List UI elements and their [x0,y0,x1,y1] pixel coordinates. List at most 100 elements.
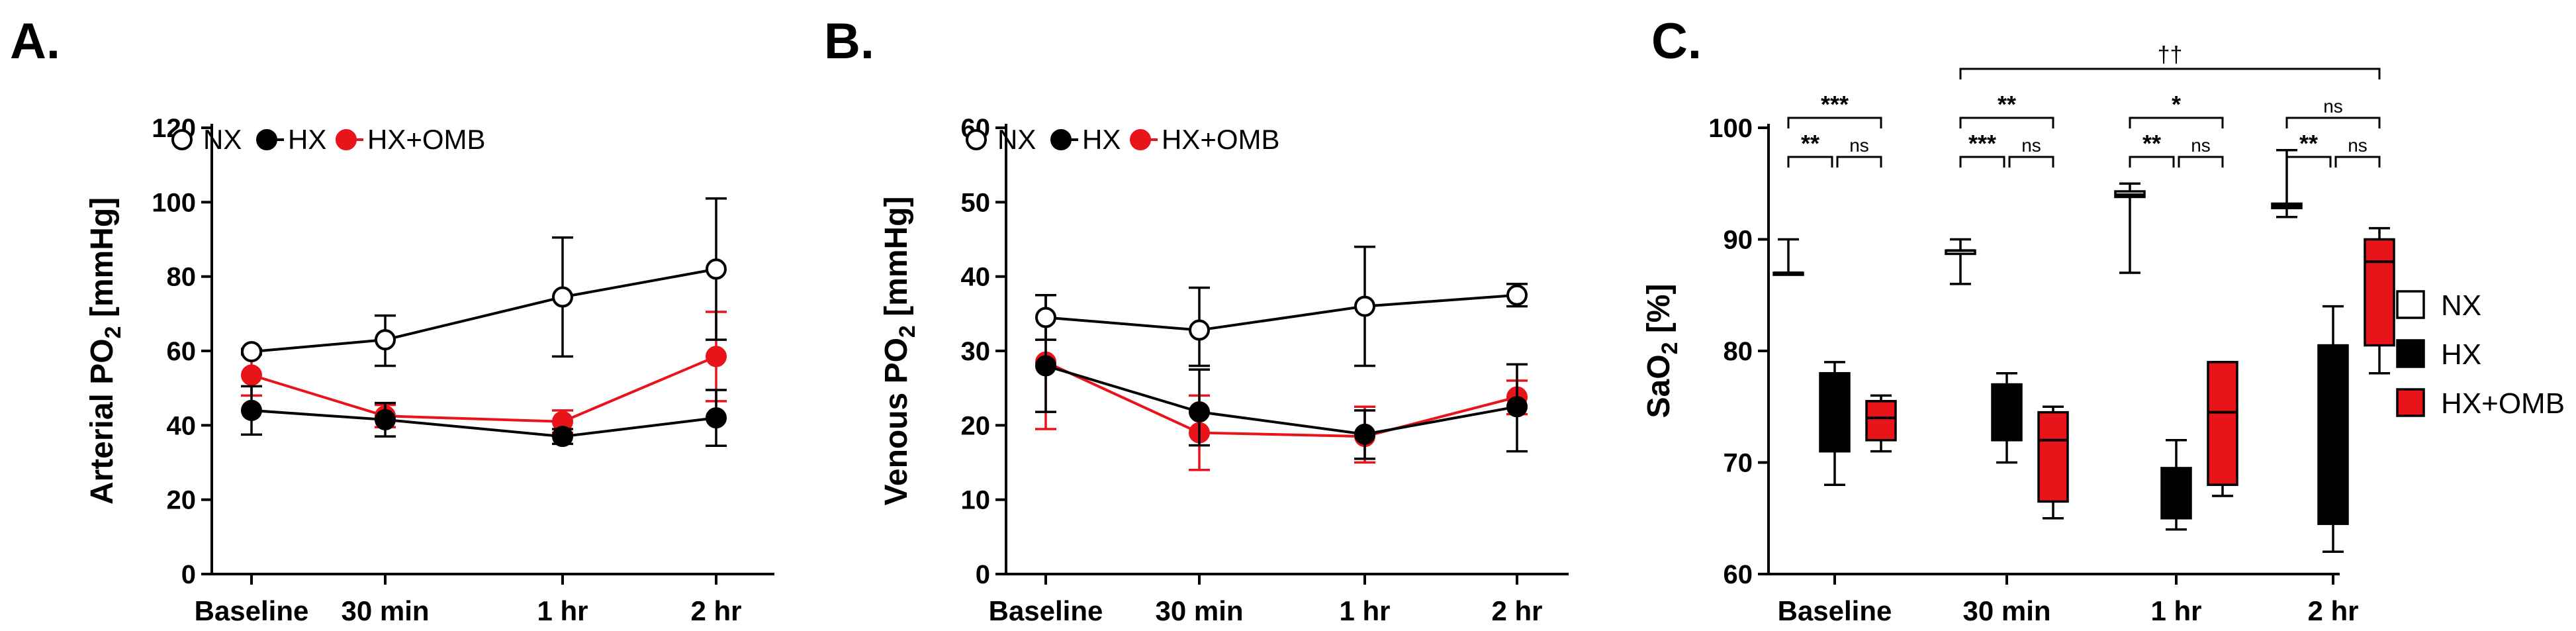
significance-label: ns [2191,135,2211,156]
legend-swatch [2396,339,2425,368]
series-hx [241,385,727,448]
y-tick-label: 80 [1724,337,1753,366]
box-group [1772,238,1897,486]
significance-label: ns [2348,135,2368,156]
legend-label: NX [203,124,242,155]
y-tick-label: 10 [961,486,991,515]
y-tick-label: 20 [961,411,991,440]
sao2-box-chart: 60 70 80 90 100 Baseline 30 min 1 hr 2 hr SaO2 [%… [1641,42,2565,626]
data-point [1506,284,1528,306]
significance-bracket [2129,156,2175,168]
significance-label: ** [2299,130,2318,157]
legend-label: NX [2441,289,2481,322]
series-line [1045,364,1518,436]
y-tick-label: 60 [167,337,197,366]
panel-label-b: B. [824,13,874,70]
y-tick-label: 0 [181,560,196,589]
significance-label: * [2172,91,2181,118]
significance-bracket [1836,156,1882,168]
x-tick-label: Baseline [1778,595,1892,626]
x-tick-label: 1 hr [1339,595,1390,626]
box-hx [1819,371,1851,453]
legend: NX HX HX+OMB [966,124,1280,155]
significance-label: ** [1801,130,1819,157]
legend-label: HX+OMB [367,124,486,155]
box-group [2271,148,2395,554]
data-point [1506,396,1528,418]
legend-marker [171,129,193,150]
top-bracket [1959,68,2381,79]
box-hx [2317,344,2349,525]
legend-swatch [2396,290,2425,319]
data-point [706,258,727,280]
x-tick-label: 1 hr [537,595,588,626]
series-line [251,355,717,423]
legend-label: HX [1082,124,1121,155]
series-nx [1035,245,1528,367]
y-axis-label: Venous PO2 [mmHg] [879,197,920,506]
y-tick-label: 40 [961,263,991,292]
y-tick-label: 60 [1724,560,1753,589]
box-hx [2160,467,2192,520]
y-tick-label: 40 [167,411,197,440]
series-hx [1035,294,1528,460]
y-tick-label: 70 [1724,449,1753,478]
x-tick-label: Baseline [195,595,309,626]
significance-label: *** [1821,91,1849,118]
box-group [1945,238,2069,520]
data-point [1354,295,1375,317]
significance-label: ns [2323,96,2343,117]
box-hx-omb [2207,361,2238,486]
x-tick-label: 1 hr [2150,595,2201,626]
significance-bracket [2285,156,2332,168]
significance-label: ** [1998,91,2016,118]
data-point [1035,307,1056,328]
legend-marker [966,129,987,150]
box-group [2114,182,2238,531]
series-line [1045,293,1518,332]
significance-bracket [2285,117,2381,128]
legend-marker [256,129,277,150]
data-point [1354,423,1375,445]
significance-bracket [1787,117,1882,128]
significance-bracket [2129,117,2224,128]
legend-marker [1130,129,1151,150]
y-tick-label: 100 [1708,114,1753,143]
data-point [706,407,727,429]
data-point [552,286,573,308]
x-tick-label: 30 min [341,595,429,626]
data-point [241,341,262,363]
significance-bracket [1959,156,2005,168]
data-point [706,346,727,367]
legend-label: NX [997,124,1036,155]
y-axis-label: SaO2 [%] [1641,284,1682,418]
significance-label: *** [1968,130,1996,157]
data-point [1189,401,1210,423]
data-point [1035,355,1056,377]
x-tick-label: 2 hr [2307,595,2358,626]
y-tick-label: 80 [167,263,197,292]
significance-label: ns [2021,135,2041,156]
y-tick-label: 0 [976,560,990,589]
box-hx [1991,383,2023,442]
significance-bracket [1787,156,1833,168]
legend-marker [336,129,357,150]
legend-label: HX [2441,338,2481,371]
series-line [251,409,717,438]
data-point [375,409,396,430]
x-tick-label: 30 min [1962,595,2050,626]
legend-swatch [2396,388,2425,417]
significance-bracket [2178,156,2224,168]
legend-label: HX+OMB [1162,124,1280,155]
data-point [1189,319,1210,341]
data-point [375,329,396,351]
panel-label-a: A. [10,13,60,70]
y-axis-label: Arterial PO2 [mmHg] [85,197,126,505]
box-hx-omb [1865,400,1897,442]
legend: NX HX HX+OMB [2396,289,2565,420]
x-tick-label: Baseline [989,595,1103,626]
series-nx [241,197,727,367]
